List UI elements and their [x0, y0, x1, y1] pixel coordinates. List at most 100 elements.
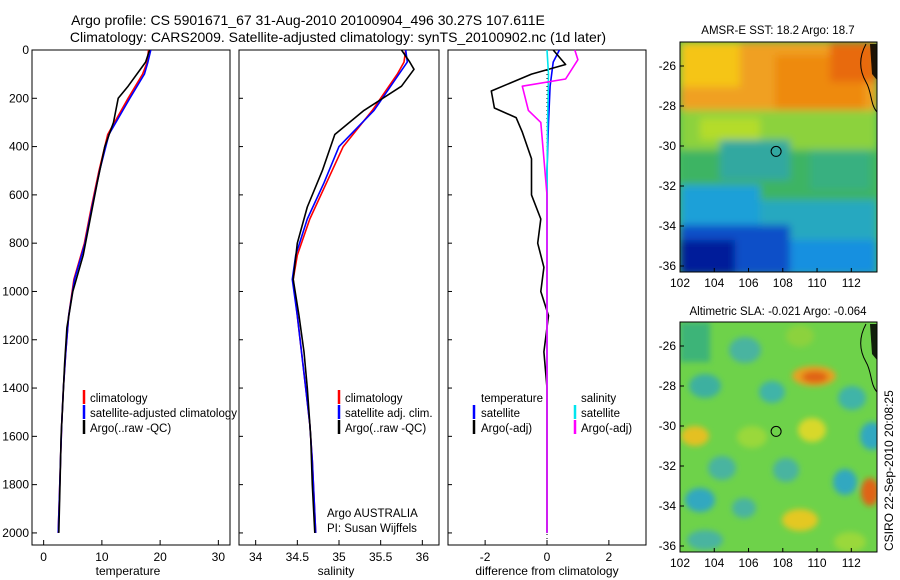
lon-tick-label: 108 — [773, 276, 793, 290]
legend-header-temperature: temperature — [481, 393, 543, 405]
legend-label-sal-argo: Argo(-adj) — [581, 423, 632, 435]
series-line-salinity-argo-adj — [521, 49, 579, 533]
salinity-profile-panel: 34 34.5 35 35.5 36 salinity climatology sate… — [238, 49, 440, 578]
argo-float-marker — [770, 425, 782, 437]
x-tick-label: 36 — [416, 550, 430, 564]
legend-label-climatology: climatology — [90, 393, 148, 405]
legend-label-satellite-adjusted: satellite-adjusted climatology — [90, 408, 237, 420]
y-tick-label: 0 — [22, 43, 29, 57]
annotation-argo-australia: Argo AUSTRALIA — [327, 508, 418, 520]
difference-legend: temperature salinity satellite Argo(-adj… — [472, 393, 632, 435]
series-line-argo-raw-qc — [292, 49, 415, 533]
sst-map-axes: 102 104 106 108 110 112 -26 -28 -30 -32 -34 -36 — [659, 59, 862, 290]
series-line-argo-raw-qc — [58, 49, 151, 533]
salinity-x-axis: 34 34.5 35 35.5 36 — [239, 49, 430, 564]
temperature-axis-label: temperature — [96, 564, 161, 578]
lat-tick-label: -36 — [659, 539, 677, 553]
x-tick-label: 34 — [249, 550, 263, 564]
lat-tick-label: -36 — [659, 259, 677, 273]
lat-tick-label: -34 — [659, 499, 677, 513]
temperature-axes-frame — [31, 49, 231, 546]
legend-label-climatology: climatology — [345, 393, 403, 405]
lat-tick-label: -26 — [659, 339, 677, 353]
y-tick-label: 1600 — [2, 429, 29, 443]
lon-tick-label: 110 — [807, 276, 826, 290]
y-tick-label: 1200 — [2, 333, 29, 347]
lat-tick-label: -28 — [659, 99, 677, 113]
sla-map-title: Altimetric SLA: -0.021 Argo: -0.064 — [689, 306, 867, 318]
lon-tick-label: 106 — [739, 276, 759, 290]
y-tick-label: 1800 — [2, 478, 29, 492]
sla-heatmap — [680, 322, 877, 552]
lat-tick-label: -30 — [659, 139, 677, 153]
sla-map-panel: Altimetric SLA: -0.021 Argo: -0.064 — [659, 306, 878, 570]
lat-tick-label: -32 — [659, 179, 677, 193]
lon-tick-label: 106 — [739, 556, 759, 570]
x-tick-label: 20 — [153, 550, 167, 564]
difference-axis-label: difference from climatology — [475, 564, 618, 578]
x-tick-label: 35 — [332, 550, 346, 564]
x-tick-label: 35.5 — [369, 550, 393, 564]
temperature-profile-panel: 0 200 400 600 800 1000 1200 1400 1600 1800 2000 0 1… — [2, 43, 237, 578]
difference-series-lines — [490, 49, 579, 540]
y-tick-label: 400 — [9, 140, 29, 154]
x-tick-label: -2 — [480, 550, 491, 564]
salinity-axis-label: salinity — [318, 564, 355, 578]
x-tick-label: 30 — [212, 550, 226, 564]
lat-tick-label: -26 — [659, 59, 677, 73]
lat-tick-label: -32 — [659, 459, 677, 473]
temperature-x-axis: 0 10 20 30 — [40, 540, 225, 564]
annotation-pi-name: PI: Susan Wijffels — [327, 523, 417, 535]
salinity-axes-frame — [238, 49, 440, 546]
coastline — [860, 43, 877, 113]
lon-tick-label: 112 — [842, 556, 861, 570]
lon-tick-label: 104 — [704, 276, 724, 290]
sla-map-frame — [679, 321, 878, 553]
sst-heatmap — [680, 42, 877, 272]
series-line-temperature-argo-adj — [490, 49, 567, 533]
x-tick-label: 10 — [95, 550, 109, 564]
lon-tick-label: 112 — [842, 276, 861, 290]
lat-tick-label: -28 — [659, 379, 677, 393]
y-tick-label: 800 — [9, 236, 29, 250]
y-tick-label: 1000 — [2, 284, 29, 298]
salinity-legend: climatology satellite adj. clim. Argo(..… — [337, 390, 433, 435]
lon-tick-label: 102 — [670, 556, 690, 570]
legend-label-argo: Argo(..raw -QC) — [90, 423, 171, 435]
legend-label-sal-satellite: satellite — [581, 408, 620, 420]
temperature-legend: climatology satellite-adjusted climatolo… — [82, 390, 237, 435]
salinity-series-lines — [291, 49, 415, 533]
argo-float-marker — [770, 145, 782, 157]
x-tick-label: 2 — [606, 550, 613, 564]
lon-tick-label: 102 — [670, 276, 690, 290]
lon-tick-label: 110 — [807, 556, 826, 570]
sst-map-frame — [679, 41, 878, 273]
lon-tick-label: 108 — [773, 556, 793, 570]
difference-profile-panel: -2 0 2 difference from climatology tempera… — [447, 49, 647, 578]
y-tick-label: 200 — [9, 91, 29, 105]
lat-tick-label: -34 — [659, 219, 677, 233]
land-area — [870, 324, 877, 360]
sst-map-title: AMSR-E SST: 18.2 Argo: 18.7 — [701, 25, 854, 37]
legend-label-temp-argo: Argo(-adj) — [481, 423, 532, 435]
csiro-timestamp: CSIRO 22-Sep-2010 20:08:25 — [882, 390, 896, 551]
legend-label-argo: Argo(..raw -QC) — [345, 423, 426, 435]
x-tick-label: 0 — [40, 550, 47, 564]
y-tick-label: 600 — [9, 188, 29, 202]
legend-label-satellite-adj: satellite adj. clim. — [345, 408, 433, 420]
x-tick-label: 34.5 — [286, 550, 310, 564]
x-tick-label: 0 — [544, 550, 551, 564]
legend-label-temp-satellite: satellite — [481, 408, 520, 420]
difference-x-axis: -2 0 2 — [448, 49, 613, 564]
coastline — [860, 323, 877, 393]
figure-title-line2: Climatology: CARS2009. Satellite-adjuste… — [70, 29, 606, 45]
depth-axis: 0 200 400 600 800 1000 1200 1400 1600 1800 2000 — [2, 43, 37, 540]
y-tick-label: 1400 — [2, 381, 29, 395]
legend-header-salinity: salinity — [581, 393, 616, 405]
sst-map-panel: AMSR-E SST: 18.2 Argo: 18.7 — [659, 25, 878, 290]
y-tick-label: 2000 — [2, 526, 29, 540]
land-area — [870, 44, 877, 80]
figure-title-line1: Argo profile: CS 5901671_67 31-Aug-2010 … — [71, 12, 545, 28]
temperature-series-lines — [57, 49, 152, 533]
